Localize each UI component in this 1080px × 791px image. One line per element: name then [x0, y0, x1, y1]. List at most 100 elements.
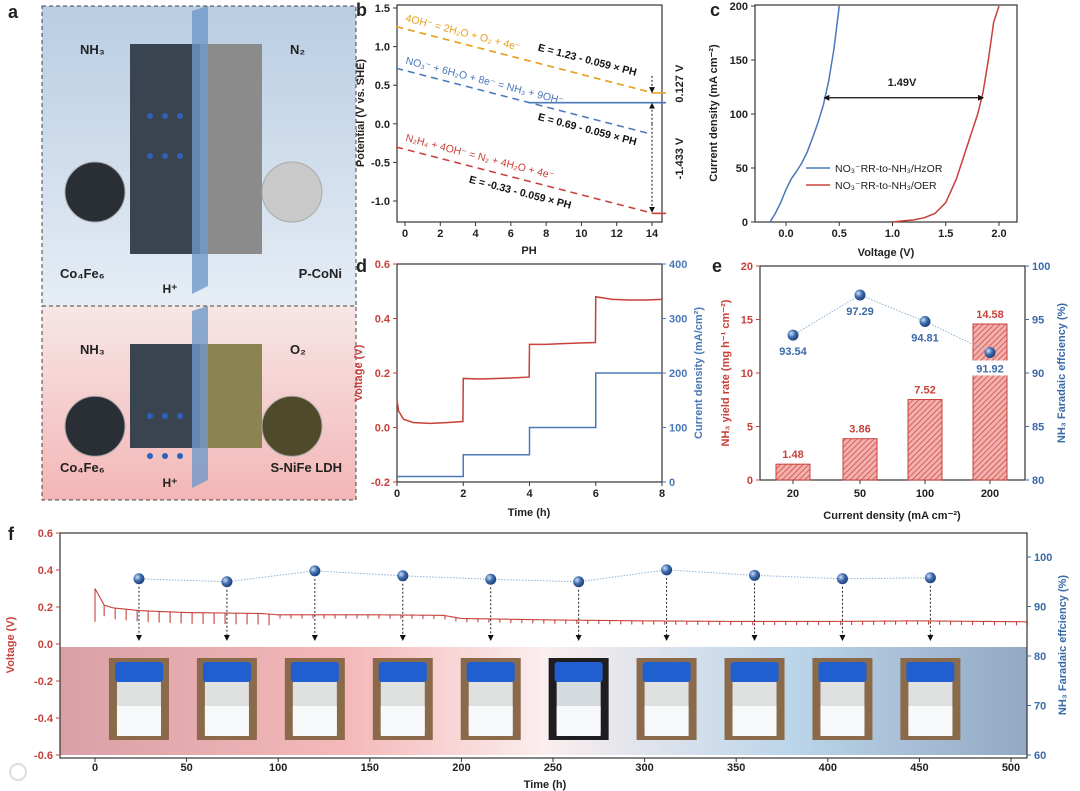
- legend-label: NO₃⁻RR-to-NH₃/OER: [835, 180, 937, 192]
- y-right-tick-f-label: 100: [1034, 552, 1052, 564]
- yield-bar: [775, 463, 811, 481]
- x-tick-b-label: 8: [543, 228, 549, 240]
- y-right-tick-f-label: 60: [1034, 750, 1046, 762]
- jar-photo: [196, 658, 257, 740]
- jar-photo: [548, 658, 609, 740]
- yield-bar: [842, 438, 878, 481]
- x-axis-label-e: Current density (mA cm⁻²): [823, 510, 961, 522]
- jar-cap: [290, 662, 339, 682]
- y-right-tick-e-label: 80: [1032, 475, 1044, 487]
- jar-crystals: [908, 706, 953, 736]
- ion-icon: [147, 153, 153, 159]
- x-tick-label-e: 50: [854, 488, 866, 500]
- y-left-tick-e-label: 10: [741, 368, 753, 380]
- y-right-tick-d-label: 0: [669, 477, 675, 489]
- jar-cap: [818, 662, 867, 682]
- product-label-left: NH₃: [80, 342, 105, 357]
- catalyst-label-right: S-NiFe LDH: [271, 460, 343, 475]
- y-left-tick-e-label: 15: [741, 315, 753, 327]
- jar-cap: [202, 662, 251, 682]
- panel-letter: c: [710, 0, 720, 20]
- x-tick-f-label: 200: [452, 762, 470, 774]
- jar-crystals: [468, 706, 513, 736]
- reaction-line: [395, 146, 653, 214]
- catalyst-label-left: Co₄Fe₆: [60, 266, 105, 281]
- y-tick-b-label: -1.0: [371, 196, 390, 208]
- fe-point: [854, 289, 866, 301]
- fe-point-f: [661, 564, 673, 576]
- x-tick-f-label: 250: [544, 762, 562, 774]
- x-tick-b-label: 14: [646, 228, 659, 240]
- fe-value-label: 94.81: [911, 333, 939, 345]
- ion-icon: [147, 113, 153, 119]
- ion-icon: [177, 153, 183, 159]
- jar-photo: [900, 658, 961, 740]
- y-right-tick-f-label: 70: [1034, 701, 1046, 713]
- y-right-tick-d-label: 200: [669, 368, 687, 380]
- product-label-right: N₂: [290, 42, 305, 57]
- x-tick-f-label: 450: [910, 762, 928, 774]
- watermark-logo: [9, 763, 27, 781]
- plot-frame-b: [396, 4, 663, 223]
- y-right-tick-e-label: 95: [1032, 315, 1044, 327]
- jar-crystals: [732, 706, 777, 736]
- fe-point-f: [133, 573, 145, 585]
- yield-bar: [907, 399, 943, 481]
- bar-value-label: 14.58: [976, 309, 1004, 321]
- y-left-label-d: Voltage (V): [353, 344, 365, 401]
- ion-icon: [162, 413, 168, 419]
- reaction-line: [395, 25, 653, 94]
- x-tick-b-label: 0: [402, 228, 408, 240]
- x-tick-c-label: 1.5: [938, 228, 953, 240]
- membrane: [192, 6, 208, 294]
- cathode-electrode: [130, 44, 200, 254]
- y-tick-c-label: 200: [730, 1, 748, 13]
- fe-point-f: [924, 572, 936, 584]
- y-left-tick-e-label: 0: [747, 475, 753, 487]
- y-left-tick-d-label: 0.4: [375, 314, 391, 326]
- nernst-formula: E = -0.33 - 0.059 × PH: [468, 174, 573, 212]
- y-tick-c-label: 150: [730, 55, 748, 67]
- plot-frame-f: [59, 532, 1028, 759]
- panel-letter: e: [712, 256, 722, 276]
- fe-point-f: [749, 569, 761, 581]
- ion-icon: [162, 153, 168, 159]
- fe-label-bg: [970, 360, 1010, 376]
- jar-photo: [636, 658, 697, 740]
- nernst-formula: E = 1.23 - 0.059 × PH: [537, 42, 638, 79]
- jar-crystals: [556, 706, 601, 736]
- voltage-curve: [396, 295, 663, 425]
- y-right-tick-f-label: 80: [1034, 651, 1046, 663]
- x-tick-label-e: 200: [981, 488, 999, 500]
- x-tick-c-label: 0.0: [778, 228, 793, 240]
- fe-point-f: [573, 576, 585, 588]
- y-left-tick-f-label: 0.0: [38, 639, 53, 651]
- jar-cap: [906, 662, 955, 682]
- fe-point-f: [309, 565, 321, 577]
- y-right-tick-d-label: 400: [669, 259, 687, 271]
- y-left-tick-d-label: 0.2: [375, 368, 390, 380]
- y-left-tick-d-label: -0.2: [371, 477, 390, 489]
- y-tick-c-label: 0: [742, 217, 748, 229]
- catalyst-micrograph-right: [261, 161, 323, 223]
- y-left-tick-e-label: 5: [747, 422, 753, 434]
- current-step-curve: [397, 372, 662, 478]
- reaction-line: [395, 67, 653, 136]
- ion-icon: [177, 413, 183, 419]
- product-label-right: O₂: [290, 342, 306, 357]
- y-left-tick-d-label: 0.6: [375, 259, 390, 271]
- jar-photo: [108, 658, 169, 740]
- y-tick-b-label: 1.5: [375, 3, 390, 15]
- x-tick-f-label: 0: [92, 762, 98, 774]
- ion-icon: [147, 453, 153, 459]
- fe-point: [984, 346, 996, 358]
- x-tick-d-label: 8: [659, 488, 665, 500]
- reaction-equation: N₂H₄ + 4OH⁻ = N₂ + 4H₂O + 4e⁻: [404, 132, 556, 182]
- x-tick-f-label: 150: [361, 762, 379, 774]
- fe-point-f: [221, 576, 233, 588]
- ion-label: H⁺: [163, 476, 178, 490]
- catalyst-micrograph-right: [261, 395, 323, 457]
- y-left-tick-e-label: 20: [741, 261, 753, 273]
- jar-photo: [372, 658, 433, 740]
- fe-line-f: [138, 569, 931, 583]
